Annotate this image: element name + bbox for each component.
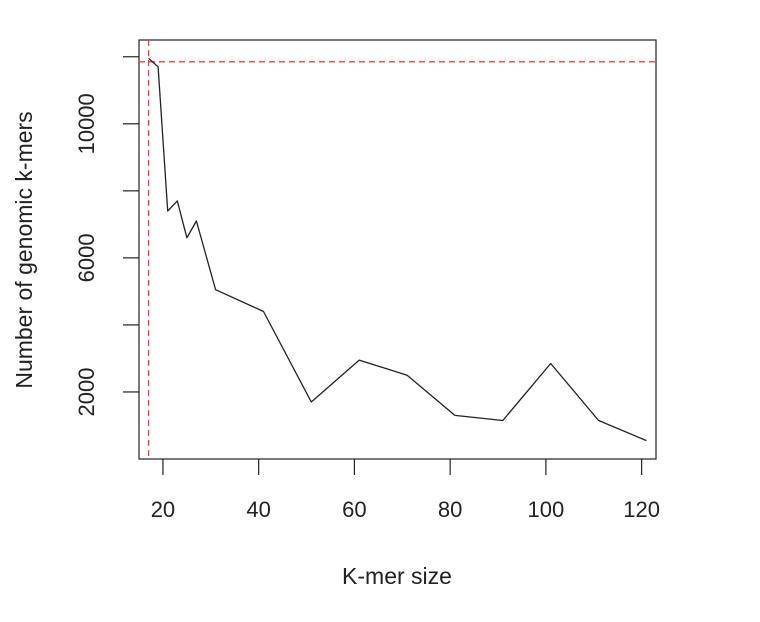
x-axis-title: K-mer size	[342, 563, 452, 589]
x-tick-label: 60	[342, 497, 366, 522]
y-tick-label: 2000	[74, 367, 99, 416]
y-axis-title: Number of genomic k-mers	[11, 111, 37, 388]
x-tick-label: 100	[528, 497, 565, 522]
series-line	[148, 57, 647, 442]
series-lines	[148, 57, 647, 442]
x-tick-label: 120	[623, 497, 660, 522]
x-tick-label: 80	[438, 497, 462, 522]
y-tick-label: 10000	[74, 93, 99, 154]
y-tick-label: 6000	[74, 233, 99, 282]
plot-frame	[138, 39, 657, 460]
x-tick-label: 20	[151, 497, 175, 522]
x-tick-label: 40	[246, 497, 270, 522]
reference-lines	[139, 40, 656, 459]
x-axis: 20 40 60 80 100 120	[151, 459, 660, 522]
y-axis: 2000 6000 10000	[74, 56, 139, 416]
